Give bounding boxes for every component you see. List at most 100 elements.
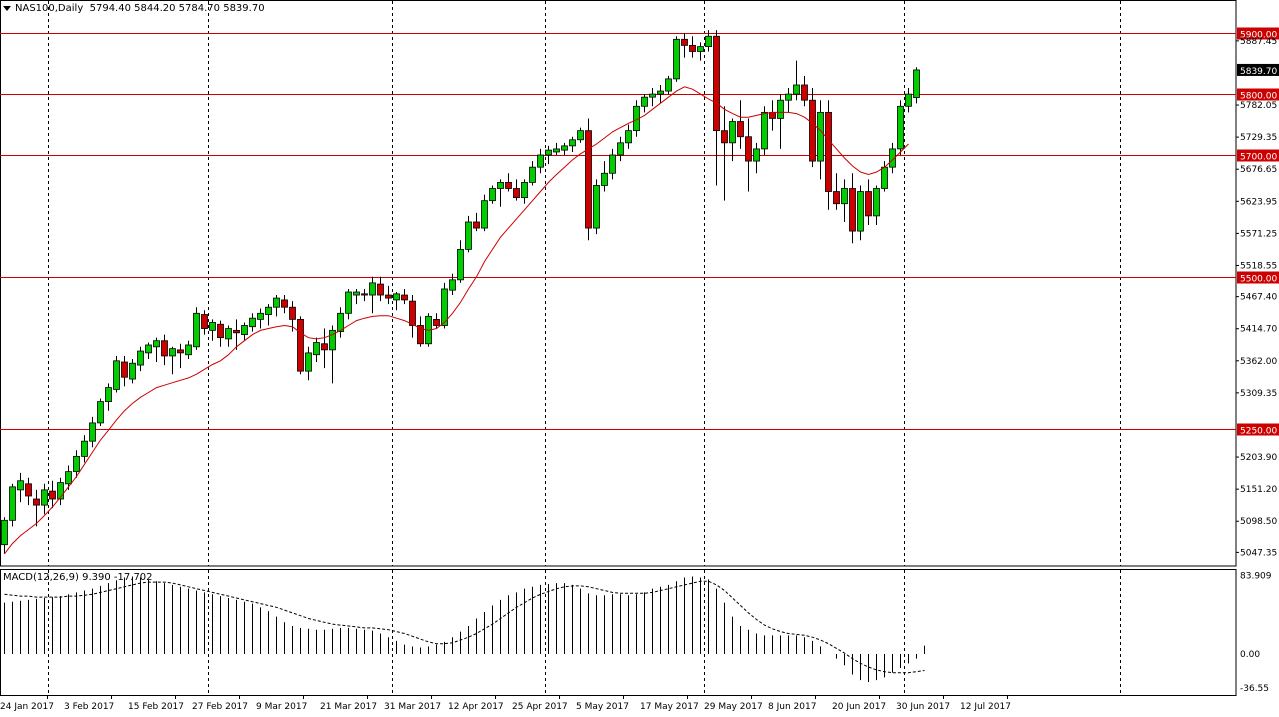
candles <box>1 30 920 554</box>
candle-body <box>841 188 848 205</box>
candle-body <box>313 342 320 356</box>
x-tick-label: 17 May 2017 <box>640 702 699 712</box>
macd-histogram <box>4 576 925 682</box>
level-price-label: 5700.00 <box>1240 153 1277 163</box>
candle-body <box>393 293 400 301</box>
y-tick-label: 5098.50 <box>1240 517 1277 527</box>
candle-body <box>81 440 88 457</box>
level-price-label: 5500.00 <box>1240 275 1277 285</box>
level-price-label: 5900.00 <box>1240 31 1277 41</box>
candle-body <box>593 185 600 229</box>
candle-body <box>193 312 200 348</box>
level-price-tag <box>1237 27 1279 40</box>
candle-body <box>9 486 16 521</box>
candle-body <box>649 93 656 98</box>
candle-body <box>233 329 240 334</box>
ma-line <box>4 86 909 555</box>
candle-body <box>849 188 856 232</box>
level-price-tag <box>1237 423 1279 436</box>
x-tick-label: 29 May 2017 <box>704 702 763 712</box>
candle-body <box>361 293 368 296</box>
main-panel-frame <box>0 0 1237 567</box>
y-tick-label: 5203.90 <box>1240 453 1277 463</box>
candle-body <box>761 111 768 150</box>
candle-body <box>105 387 112 402</box>
candle-body <box>113 360 120 390</box>
macd-tick-label: -36.55 <box>1240 684 1269 694</box>
candle-body <box>185 344 192 356</box>
candle-body <box>873 188 880 217</box>
candle-body <box>553 148 560 153</box>
ohlc-readout: 5794.40 5844.20 5784.70 5839.70 <box>89 3 265 14</box>
chevron-down-icon[interactable] <box>3 5 11 11</box>
horizontal-levels <box>0 33 1236 430</box>
candle-body <box>65 471 72 485</box>
candle-body <box>121 361 128 378</box>
candle-body <box>705 35 712 48</box>
level-price-label: 5250.00 <box>1240 427 1277 437</box>
candle-body <box>801 84 808 101</box>
x-tick-label: 12 Jul 2017 <box>960 702 1011 712</box>
candle-body <box>473 221 480 229</box>
x-tick-label: 15 Feb 2017 <box>128 702 184 712</box>
current-price-label: 5839.70 <box>1240 67 1277 77</box>
candle-body <box>409 300 416 326</box>
x-tick-label: 12 Apr 2017 <box>448 702 504 712</box>
macd-signal-line <box>4 580 925 674</box>
candle-body <box>681 38 688 46</box>
candle-body <box>209 322 216 331</box>
price-axis: 5900.00 5800.00 5700.00 5500.00 5250.00 5887.… <box>1236 27 1279 694</box>
candle-body <box>833 191 840 205</box>
candle-body <box>585 130 592 229</box>
candle-body <box>329 329 336 351</box>
candle-body <box>417 325 424 345</box>
y-tick-label: 5782.05 <box>1240 101 1277 111</box>
candle-body <box>257 312 264 320</box>
candle-body <box>137 350 144 366</box>
candle-body <box>377 283 384 296</box>
candle-body <box>169 348 176 357</box>
macd-label: MACD(12,26,9) 9.390 -17.702 <box>3 572 153 583</box>
x-tick-label: 24 Jan 2017 <box>0 702 54 712</box>
candle-body <box>25 483 32 497</box>
candle-body <box>57 482 64 500</box>
candle-body <box>665 78 672 92</box>
y-tick-label: 5887.45 <box>1240 37 1277 47</box>
candle-body <box>721 130 728 144</box>
candle-body <box>905 93 912 107</box>
candle-body <box>129 362 136 380</box>
candle-body <box>601 172 608 186</box>
y-tick-label: 5362.00 <box>1240 357 1277 367</box>
candle-body <box>33 498 40 506</box>
candle-body <box>49 490 56 500</box>
candle-body <box>785 93 792 101</box>
candle-body <box>857 191 864 232</box>
candle-body <box>145 344 152 354</box>
macd-tick-label: 83.909 <box>1240 572 1272 582</box>
candle-body <box>657 90 664 95</box>
candle-body <box>297 318 304 372</box>
candle-body <box>241 325 248 336</box>
candle-body <box>545 149 552 156</box>
candle-body <box>729 121 736 144</box>
macd-tick-label: 0.00 <box>1240 650 1260 660</box>
candle-body <box>481 200 488 229</box>
x-tick-label: 30 Jun 2017 <box>896 702 950 712</box>
candle-body <box>689 45 696 52</box>
y-tick-label: 5518.55 <box>1240 261 1277 271</box>
candle-body <box>249 317 256 328</box>
candle-body <box>737 121 744 138</box>
candle-body <box>433 318 440 326</box>
candle-body <box>777 99 784 119</box>
candle-body <box>865 191 872 217</box>
candle-body <box>793 84 800 95</box>
candle-body <box>881 166 888 189</box>
candle-body <box>217 323 224 339</box>
candle-body <box>17 480 24 491</box>
candle-body <box>441 288 448 326</box>
level-price-tag <box>1237 88 1279 101</box>
candle-body <box>569 139 576 147</box>
level-price-tag <box>1237 271 1279 284</box>
y-tick-label: 5309.35 <box>1240 389 1277 399</box>
